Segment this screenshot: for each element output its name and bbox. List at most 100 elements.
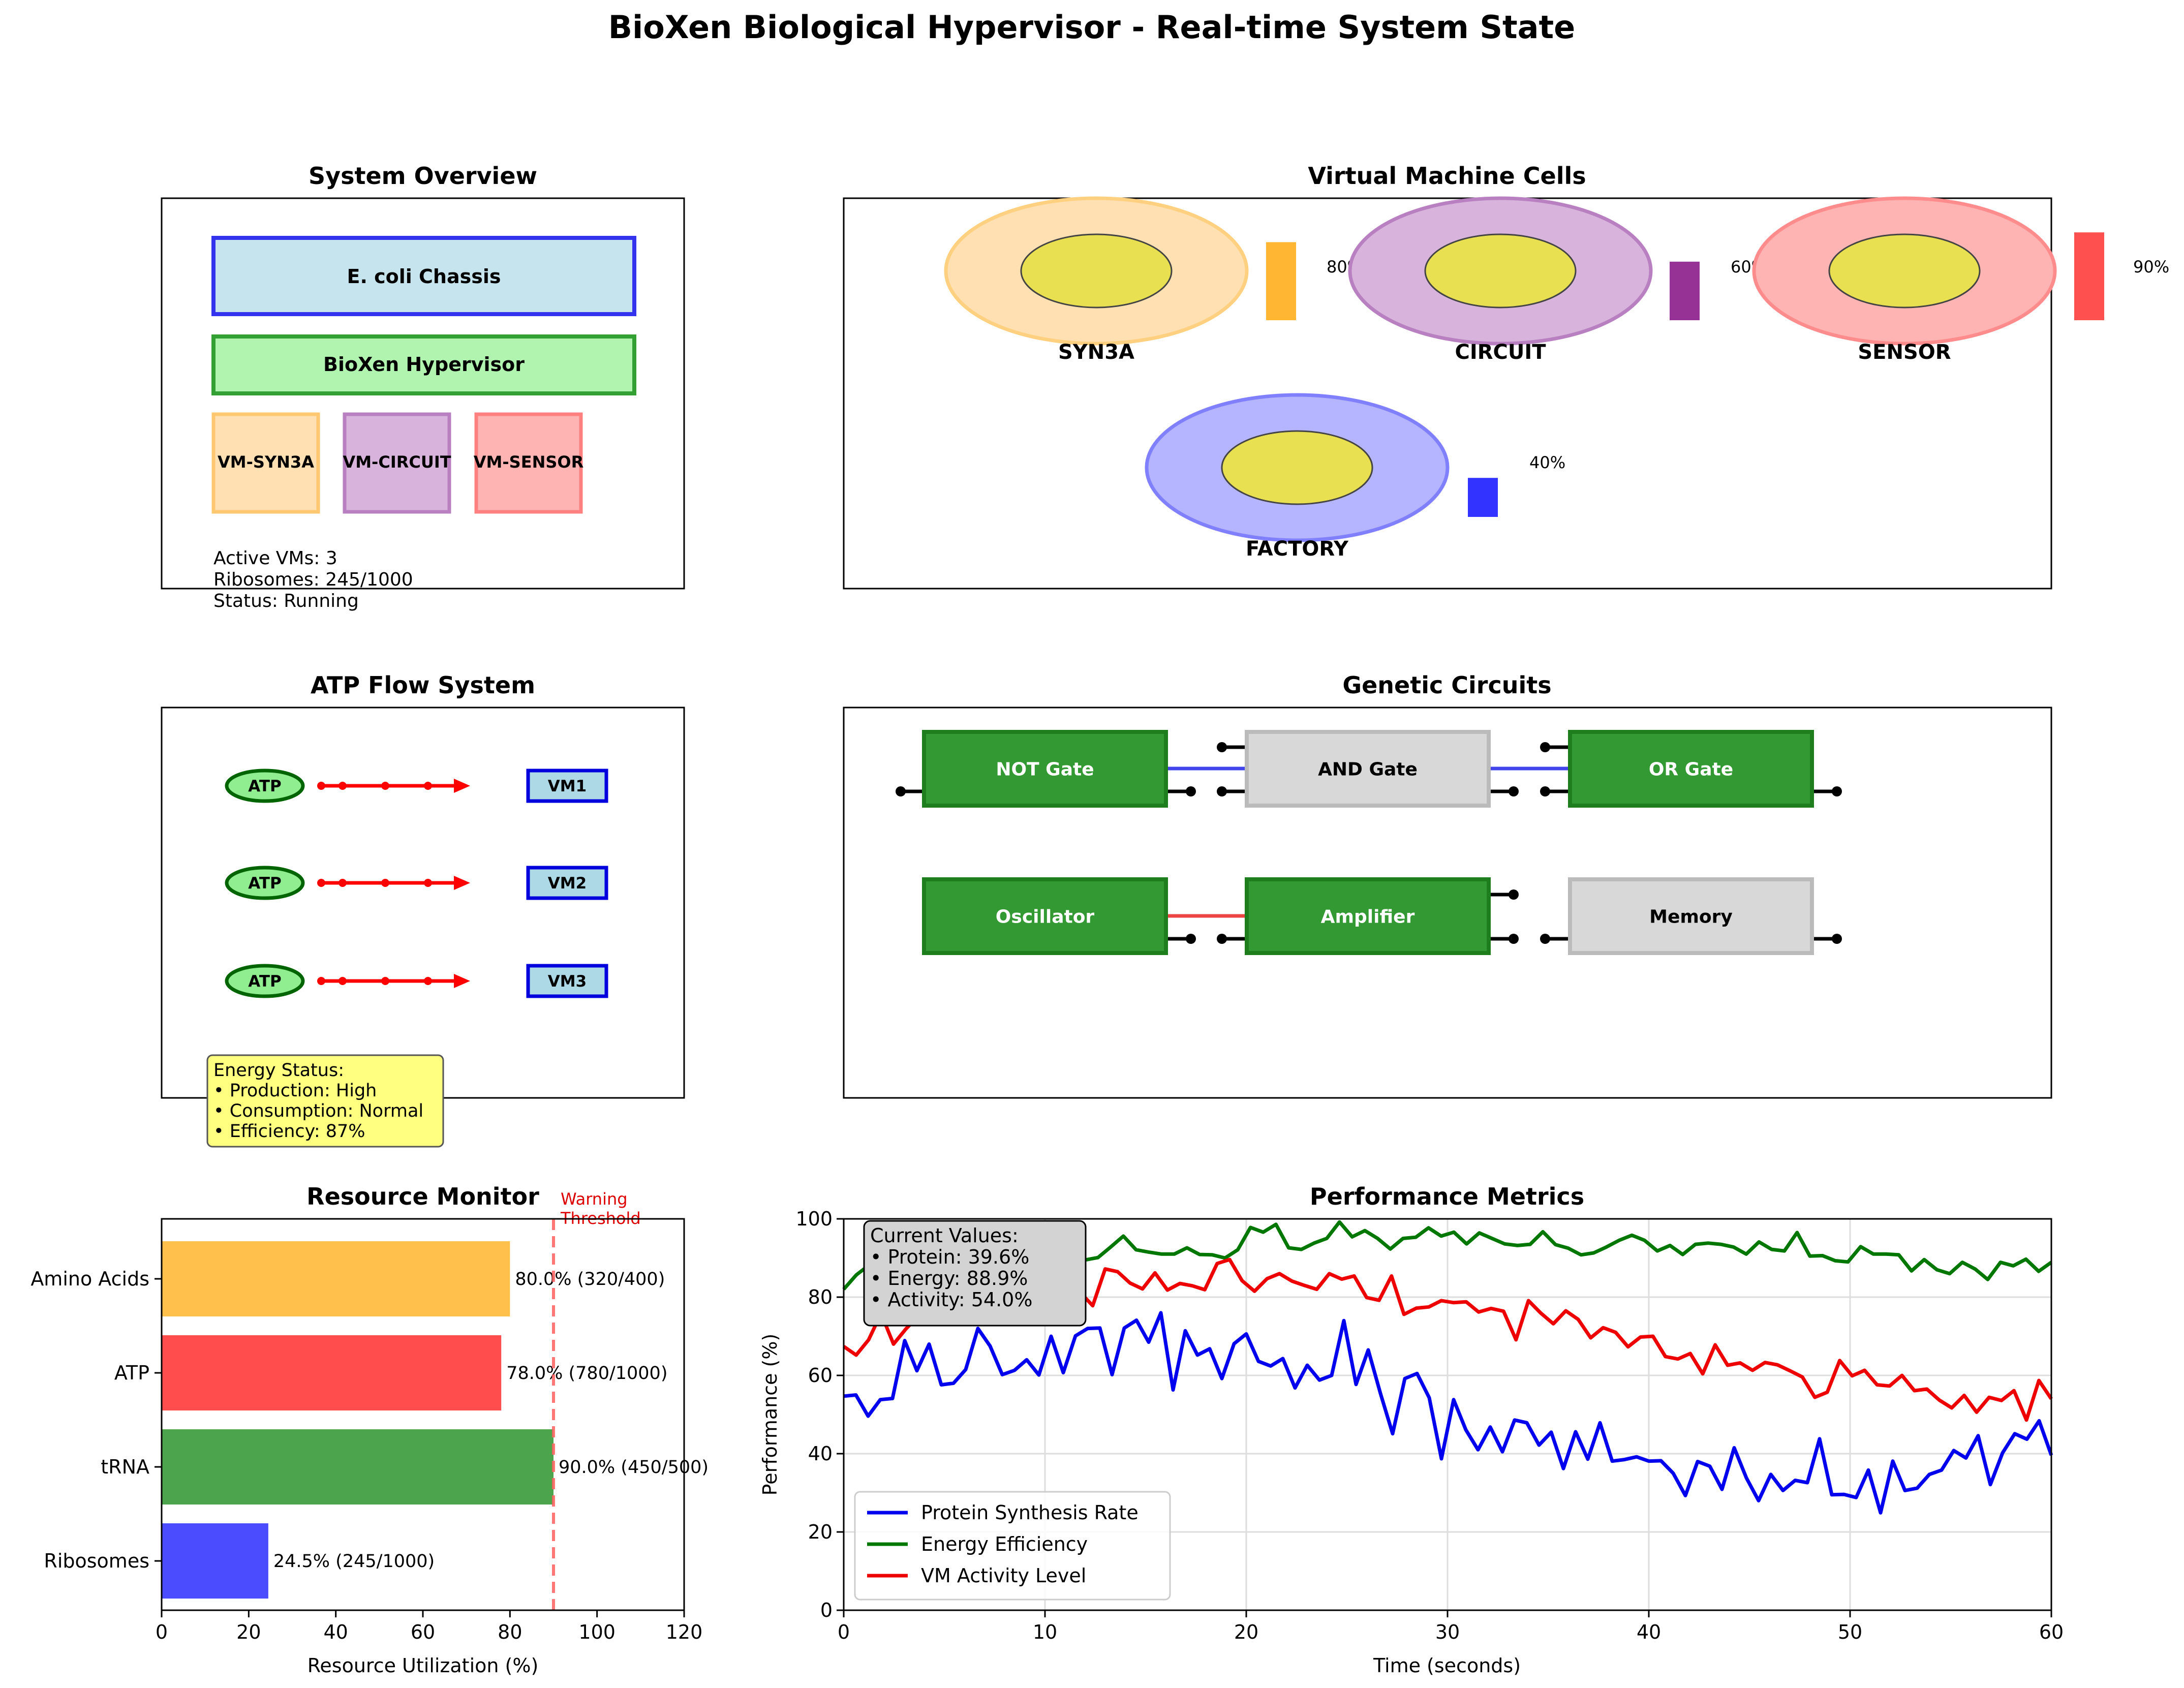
atp-molecule-dot <box>381 879 389 887</box>
overview-vm-box <box>211 412 320 514</box>
overview-status-line: Status: Running <box>213 591 359 611</box>
resource-x-tick-label: 20 <box>236 1621 261 1643</box>
atp-molecule-dot <box>317 782 325 790</box>
circuit-gates: NOT Gate AND Gate OR Gate Oscillator Amplifi… <box>922 730 1814 955</box>
resource-x-tick-label: 0 <box>156 1621 168 1643</box>
perf-legend-label: Protein Synthesis Rate <box>921 1501 1139 1524</box>
atp-source <box>225 769 305 803</box>
atp-molecule-dot <box>424 782 432 790</box>
resource-category-label: Ribosomes <box>44 1550 149 1572</box>
cell-name: CIRCUIT <box>1455 341 1546 364</box>
overview-status-line: Active VMs: 3 <box>213 548 337 569</box>
vm-cells-title: Virtual Machine Cells <box>1308 162 1586 190</box>
gate-pin-dot <box>1186 786 1196 796</box>
atp-source <box>225 866 305 900</box>
atp-arrow-head <box>454 779 470 793</box>
perf-x-tick-label: 50 <box>1838 1621 1862 1643</box>
hypervisor-label: BioXen Hypervisor <box>323 353 525 376</box>
energy-status-line: • Production: High <box>213 1081 377 1101</box>
energy-status-box <box>206 1054 444 1148</box>
cell-name: FACTORY <box>1246 537 1349 561</box>
resource-bar <box>162 1241 510 1316</box>
overview-vm-box <box>343 412 451 514</box>
gate-pin-dot <box>1540 742 1550 752</box>
resource-x-tick-label: 40 <box>323 1621 348 1643</box>
perf-x-tick-label: 40 <box>1637 1621 1661 1643</box>
resource-x-tick-label: 120 <box>666 1621 703 1643</box>
overview-vm-label: VM-CIRCUIT <box>343 452 451 472</box>
gate-pin-dot <box>1186 934 1196 944</box>
genetic-circuits-title: Genetic Circuits <box>1342 671 1551 699</box>
atp-flow-panel: ATP Flow System ATP VM1 ATP VM2 ATP VM3 Energ… <box>161 671 685 1148</box>
atp-molecule-dot <box>317 879 325 887</box>
atp-flow-title: ATP Flow System <box>311 671 535 699</box>
performance-plot-frame <box>843 1218 2052 1611</box>
atp-target-vm <box>526 769 608 803</box>
current-values-line: • Activity: 54.0% <box>870 1288 1032 1311</box>
resource-category-label: ATP <box>114 1362 149 1384</box>
resource-bar <box>162 1523 268 1599</box>
atp-molecule-dot <box>424 879 432 887</box>
resource-bar <box>162 1429 553 1505</box>
perf-legend-label: VM Activity Level <box>921 1564 1086 1587</box>
gate-pin-dot <box>1832 934 1842 944</box>
atp-flow-rows: ATP VM1 ATP VM2 ATP VM3 <box>225 769 608 998</box>
perf-x-tick-label: 30 <box>1435 1621 1460 1643</box>
atp-molecule-dot <box>381 977 389 985</box>
vm-cells-panel: Virtual Machine Cells SYN3A80%CIRCUIT60%… <box>843 162 2169 590</box>
logic-gate-box <box>1245 877 1491 955</box>
atp-source-label: ATP <box>248 972 281 991</box>
resource-x-axis-label: Resource Utilization (%) <box>307 1654 539 1677</box>
resource-x-tick-label: 100 <box>578 1621 616 1643</box>
logic-gate-box <box>1568 877 1814 955</box>
atp-source-label: ATP <box>248 874 281 893</box>
atp-molecule-dot <box>424 977 432 985</box>
performance-y-axis-label: Performance (%) <box>759 1334 781 1496</box>
performance-title: Performance Metrics <box>1310 1183 1584 1210</box>
gate-pin-dot <box>1509 786 1519 796</box>
atp-target-vm <box>526 964 608 998</box>
gate-pin-dot <box>1509 889 1519 900</box>
energy-status-line: Energy Status: <box>213 1060 344 1081</box>
atp-target-label: VM3 <box>548 972 587 991</box>
resource-plot-frame <box>161 1218 685 1611</box>
perf-x-tick-label: 20 <box>1234 1621 1258 1643</box>
performance-panel: Performance Metrics 0 10 20 30 40 50 60 0 20 40 60… <box>759 1183 2064 1677</box>
cell-usage-label: 90% <box>2133 257 2169 277</box>
energy-status-line: • Efficiency: 87% <box>213 1121 365 1142</box>
perf-legend-label: Energy Efficiency <box>921 1533 1088 1555</box>
perf-y-tick-label: 0 <box>820 1599 833 1621</box>
overview-vm-label: VM-SYN3A <box>218 452 314 472</box>
atp-target-vm <box>526 866 608 900</box>
logic-gate-label: OR Gate <box>1649 759 1733 780</box>
atp-source-label: ATP <box>248 777 281 795</box>
perf-x-tick-label: 0 <box>838 1621 850 1643</box>
perf-x-tick-label: 10 <box>1033 1621 1057 1643</box>
perf-x-tick-label: 60 <box>2039 1621 2064 1643</box>
current-values-line: Current Values: <box>870 1224 1019 1247</box>
cell-nucleus <box>1020 233 1173 309</box>
current-values-line: • Protein: 39.6% <box>870 1246 1029 1268</box>
gate-pin-dot <box>1217 934 1227 944</box>
performance-x-axis-label: Time (seconds) <box>1373 1654 1521 1677</box>
gate-pin-dot <box>1217 742 1227 752</box>
overview-vm-boxes: VM-SYN3A VM-CIRCUIT VM-SENSOR <box>211 412 583 514</box>
atp-molecule-dot <box>339 977 347 985</box>
cell-name: SENSOR <box>1858 341 1951 364</box>
logic-gate-box <box>922 730 1168 808</box>
perf-y-tick-label: 80 <box>808 1286 833 1308</box>
genetic-circuits-panel: Genetic Circuits NOT Gate AND Gate OR Gate… <box>843 671 2052 1099</box>
cell-name: SYN3A <box>1058 341 1134 364</box>
energy-status-text: Energy Status:• Production: High• Consum… <box>213 1060 423 1142</box>
perf-y-tick-label: 60 <box>808 1364 833 1387</box>
atp-source <box>225 964 305 998</box>
resource-x-tick-label: 60 <box>411 1621 435 1643</box>
cell-usage-bar <box>1468 478 1498 517</box>
gate-pin-dot <box>1540 786 1550 796</box>
atp-arrow-head <box>454 876 470 890</box>
resource-bar-value-label: 78.0% (780/1000) <box>506 1363 667 1384</box>
atp-molecule-dot <box>339 879 347 887</box>
